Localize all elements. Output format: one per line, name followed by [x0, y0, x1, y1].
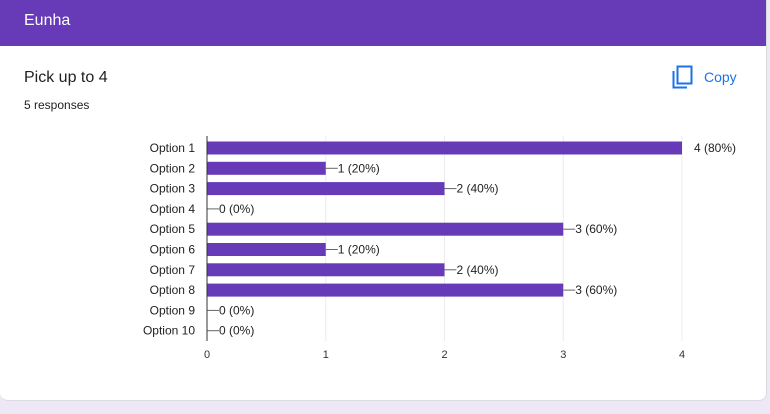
category-label: Option 7 — [150, 263, 196, 277]
category-label: Option 9 — [150, 303, 196, 317]
category-label: Option 4 — [150, 202, 196, 216]
copy-label: Copy — [704, 69, 737, 85]
x-tick-label: 2 — [441, 349, 447, 361]
data-label: 1 (20%) — [338, 161, 380, 175]
copy-button[interactable]: Copy — [672, 64, 737, 90]
bar — [207, 182, 445, 196]
data-label: 3 (60%) — [575, 283, 617, 297]
data-label: 0 (0%) — [219, 303, 254, 317]
x-tick-label: 4 — [679, 349, 685, 361]
category-label: Option 1 — [150, 141, 196, 155]
question-title: Pick up to 4 — [24, 69, 108, 86]
bar — [207, 161, 326, 175]
bar — [207, 263, 445, 277]
x-tick-label: 0 — [204, 349, 210, 361]
data-label: 2 (40%) — [457, 263, 499, 277]
category-label: Option 6 — [150, 243, 196, 257]
category-label: Option 3 — [150, 182, 196, 196]
x-tick-label: 1 — [323, 349, 329, 361]
category-label: Option 8 — [150, 283, 196, 297]
bar — [207, 222, 564, 236]
data-label: 0 (0%) — [219, 202, 254, 216]
question-card: Eunha Pick up to 4 5 responses Copy 0 1 2 3… — [0, 0, 767, 401]
category-label: Option 10 — [143, 324, 195, 338]
data-label: 3 (60%) — [575, 222, 617, 236]
data-label: 2 (40%) — [457, 182, 499, 196]
data-label: 1 (20%) — [338, 243, 380, 257]
response-count: 5 responses — [24, 98, 90, 112]
form-header: Eunha — [0, 0, 766, 46]
bar — [207, 243, 326, 256]
category-label: Option 5 — [150, 222, 196, 236]
bar — [207, 283, 564, 297]
data-label: 0 (0%) — [219, 324, 254, 338]
x-tick-label: 3 — [560, 349, 566, 361]
category-label: Option 2 — [150, 161, 196, 175]
bar-chart: 0 1 2 3 4 Option 1 4 (80%) Option 2 1 (20%) Optio… — [143, 136, 736, 361]
data-label: 4 (80%) — [694, 141, 736, 155]
bar — [207, 141, 682, 155]
copy-icon — [672, 65, 693, 89]
form-title: Eunha — [24, 12, 71, 29]
